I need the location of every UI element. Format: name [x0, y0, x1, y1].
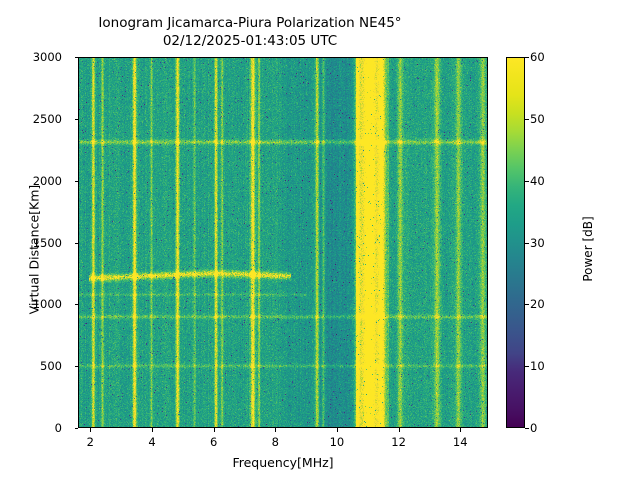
colorbar-tick [525, 366, 529, 368]
x-tick-label: 2 [86, 435, 94, 449]
y-tick [74, 242, 78, 244]
colorbar-tick-label: 20 [530, 297, 545, 312]
colorbar-tick [525, 304, 529, 306]
y-tick [74, 57, 78, 58]
colorbar-tick [525, 180, 529, 182]
x-axis-ticks [78, 428, 488, 434]
x-tick-label: 6 [209, 435, 218, 449]
heatmap-canvas [79, 58, 487, 427]
x-tick-label: 8 [271, 435, 279, 449]
colorbar [506, 57, 525, 428]
y-tick-label: 1000 [32, 297, 62, 312]
y-tick-label: 3000 [32, 50, 62, 64]
x-tick [90, 428, 92, 432]
y-tick [74, 366, 78, 368]
x-tick [213, 428, 215, 432]
colorbar-tick [525, 242, 529, 244]
y-axis-label: Virtual Distance[Km] [26, 184, 42, 315]
ionogram-heatmap [79, 58, 487, 427]
colorbar-tick-label: 40 [530, 173, 545, 188]
colorbar-tick [525, 57, 529, 58]
x-tick [151, 428, 153, 432]
colorbar-tick-label: 60 [530, 50, 545, 64]
colorbar-tick [525, 118, 529, 120]
y-tick-label: 1500 [32, 235, 62, 250]
x-axis-tick-labels: 2 4 6 8 10 12 14 [78, 435, 488, 453]
colorbar-tick [525, 428, 529, 429]
y-tick [74, 180, 78, 182]
x-tick [336, 428, 338, 432]
x-tick [460, 428, 462, 432]
x-tick-label: 4 [148, 435, 156, 449]
x-tick [275, 428, 277, 432]
x-tick-label: 12 [391, 435, 406, 449]
y-tick-label: 0 [54, 421, 62, 435]
colorbar-tick-label: 10 [530, 359, 545, 374]
x-tick [398, 428, 400, 432]
y-tick-label: 2500 [32, 111, 62, 126]
y-tick-label: 500 [40, 359, 62, 374]
colorbar-tick-label: 0 [530, 421, 538, 435]
colorbar-tick-label: 50 [530, 111, 545, 126]
y-tick [74, 118, 78, 120]
plot-area [78, 57, 488, 428]
y-tick [74, 428, 78, 429]
x-tick-label: 10 [329, 435, 345, 449]
y-tick-label: 2000 [32, 173, 62, 188]
x-tick-label: 14 [452, 435, 468, 449]
title-line-2: 02/12/2025-01:43:05 UTC [162, 33, 338, 50]
page-title: Ionogram Jicamarca-Piura Polarization NE… [0, 14, 500, 50]
y-axis-tick-labels: 0 500 1000 1500 2000 2500 3000 [0, 50, 70, 435]
x-axis-label: Frequency[MHz] [232, 455, 334, 470]
colorbar-label: Power [dB] [581, 216, 595, 282]
title-line-1: Ionogram Jicamarca-Piura Polarization NE… [98, 15, 402, 31]
colorbar-tick-labels: 0 10 20 30 40 50 60 [530, 50, 570, 435]
colorbar-tick-label: 30 [530, 235, 545, 250]
y-tick [74, 304, 78, 306]
